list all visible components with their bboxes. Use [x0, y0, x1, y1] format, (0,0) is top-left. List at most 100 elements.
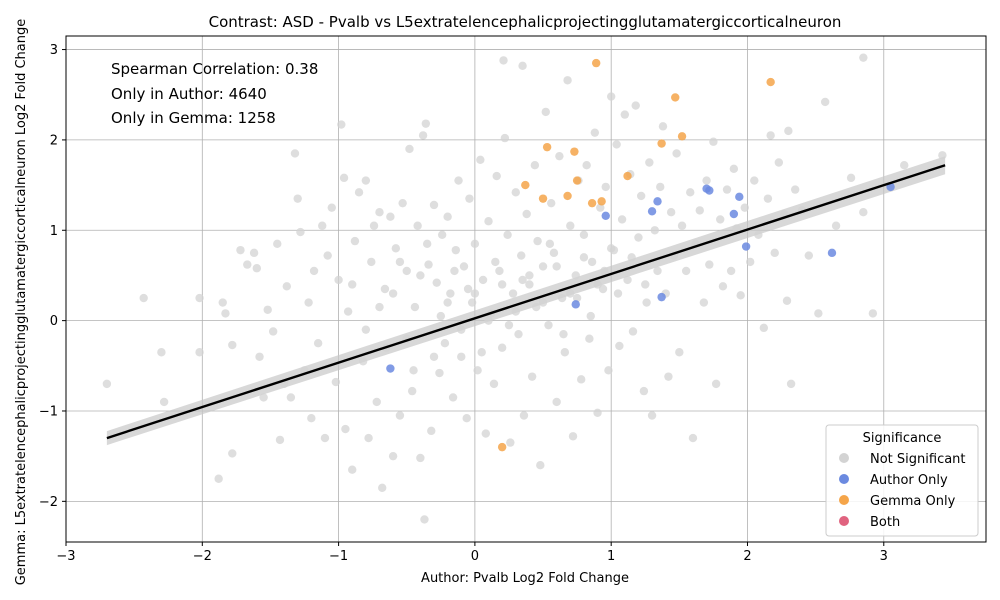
point-not-significant: [804, 251, 814, 260]
point-author-only: [702, 184, 711, 193]
point-author-only: [386, 364, 395, 373]
point-not-significant: [627, 253, 636, 262]
point-not-significant: [695, 206, 704, 215]
point-not-significant: [293, 194, 302, 203]
chart-title: Contrast: ASD - Pvalb vs L5extratelencep…: [209, 13, 842, 31]
point-not-significant: [195, 293, 204, 303]
point-not-significant: [350, 236, 360, 246]
point-not-significant: [499, 56, 508, 65]
point-not-significant: [273, 239, 282, 249]
point-not-significant: [407, 386, 417, 396]
axis-ticks: −3 −2 −1 0 1 2 3 −2 −1 0 1 2 3: [39, 43, 888, 564]
point-not-significant: [334, 275, 343, 285]
point-not-significant: [536, 460, 545, 470]
point-not-significant: [525, 280, 534, 289]
point-not-significant: [600, 266, 609, 276]
point-not-significant: [386, 212, 395, 221]
point-not-significant: [620, 110, 630, 119]
point-not-significant: [666, 207, 676, 217]
point-not-significant: [429, 200, 439, 210]
point-not-significant: [504, 320, 514, 330]
point-not-significant: [645, 158, 654, 167]
point-not-significant: [304, 298, 313, 307]
point-not-significant: [587, 257, 597, 267]
point-not-significant: [313, 339, 323, 348]
point-not-significant: [451, 245, 461, 255]
point-not-significant: [518, 275, 527, 285]
point-not-significant: [533, 236, 542, 246]
point-not-significant: [348, 280, 357, 289]
point-gemma-only: [657, 139, 666, 148]
point-not-significant: [517, 251, 526, 260]
point-not-significant: [750, 176, 759, 185]
point-not-significant: [658, 122, 668, 131]
point-not-significant: [656, 182, 665, 192]
point-not-significant: [402, 266, 411, 276]
point-not-significant: [463, 284, 473, 294]
point-not-significant: [544, 320, 553, 330]
point-author-only: [657, 292, 666, 302]
point-not-significant: [102, 379, 112, 389]
point-not-significant: [555, 151, 564, 161]
point-not-significant: [790, 185, 800, 194]
point-not-significant: [476, 155, 485, 164]
point-not-significant: [636, 191, 646, 201]
legend-label-both: Both: [870, 515, 900, 530]
point-not-significant: [613, 289, 623, 298]
point-author-only: [729, 209, 739, 219]
point-not-significant: [432, 278, 441, 287]
point-not-significant: [440, 339, 450, 348]
point-not-significant: [766, 131, 775, 140]
point-not-significant: [686, 188, 695, 197]
point-not-significant: [711, 379, 721, 389]
point-not-significant: [446, 289, 455, 298]
point-not-significant: [421, 119, 431, 128]
point-not-significant: [664, 372, 673, 381]
point-not-significant: [195, 348, 204, 357]
y-tick-label: 0: [50, 314, 58, 329]
point-not-significant: [566, 221, 575, 230]
point-not-significant: [427, 426, 436, 436]
point-not-significant: [631, 101, 640, 110]
point-not-significant: [424, 260, 433, 269]
point-not-significant: [457, 352, 466, 361]
point-not-significant: [593, 408, 602, 417]
x-axis-label: Author: Pvalb Log2 Fold Change: [421, 571, 629, 586]
point-not-significant: [410, 302, 420, 312]
point-not-significant: [557, 293, 567, 303]
point-not-significant: [586, 311, 595, 321]
point-not-significant: [337, 120, 346, 129]
point-not-significant: [481, 429, 490, 438]
legend-title: Significance: [863, 431, 942, 446]
point-not-significant: [354, 188, 364, 197]
y-axis-label: Gemma: L5extratelencephalicprojectingglu…: [14, 19, 29, 586]
point-not-significant: [249, 248, 259, 258]
point-not-significant: [503, 230, 512, 239]
point-not-significant: [732, 224, 741, 233]
point-not-significant: [722, 185, 732, 194]
point-not-significant: [511, 188, 520, 197]
point-not-significant: [422, 239, 432, 249]
point-not-significant: [395, 411, 405, 420]
point-not-significant: [552, 397, 561, 407]
point-not-significant: [740, 203, 749, 212]
point-not-significant: [467, 298, 477, 307]
point-not-significant: [568, 432, 578, 441]
point-not-significant: [522, 209, 531, 219]
point-not-significant: [604, 366, 613, 375]
point-not-significant: [418, 131, 428, 140]
point-not-significant: [243, 260, 252, 269]
point-author-only: [735, 192, 744, 202]
point-gemma-only: [521, 180, 530, 190]
point-not-significant: [157, 348, 166, 357]
legend-marker-gemma-only: [839, 495, 849, 505]
y-tick-label: 2: [50, 133, 58, 148]
point-not-significant: [388, 289, 398, 298]
point-not-significant: [409, 366, 418, 375]
point-not-significant: [519, 411, 529, 420]
x-tick-label: 0: [471, 549, 479, 564]
point-not-significant: [454, 176, 463, 185]
point-not-significant: [759, 323, 769, 333]
point-not-significant: [590, 128, 600, 137]
